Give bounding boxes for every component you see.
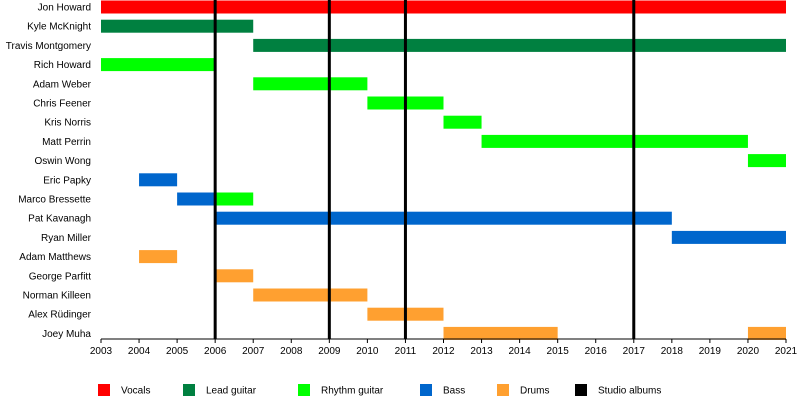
- member-label-eric-papky: Eric Papky: [43, 175, 91, 186]
- legend-label-drums: Drums: [520, 386, 549, 397]
- x-tick-label-2006: 2006: [204, 346, 227, 357]
- member-label-joey-muha: Joey Muha: [42, 329, 91, 340]
- legend-swatch-lead-guitar: [183, 384, 195, 396]
- bar-ryan-miller-bass: [671, 230, 786, 244]
- member-label-oswin-wong: Oswin Wong: [34, 156, 91, 167]
- x-tick-label-2020: 2020: [737, 346, 760, 357]
- x-tick-label-2008: 2008: [280, 346, 303, 357]
- x-tick-label-2007: 2007: [242, 346, 265, 357]
- legend-swatch-drums: [497, 384, 509, 396]
- bar-eric-papky-bass: [139, 173, 178, 187]
- x-tick-label-2011: 2011: [395, 346, 417, 357]
- bar-joey-muha-drums: [443, 326, 558, 340]
- x-tick-label-2017: 2017: [623, 346, 646, 357]
- x-tick-label-2019: 2019: [699, 346, 722, 357]
- bar-oswin-wong-rhythm-guitar: [747, 154, 786, 168]
- bar-jon-howard-vocals: [101, 0, 786, 14]
- member-bars: [101, 0, 786, 340]
- bar-kyle-mcknight-lead-guitar: [101, 19, 254, 33]
- x-tick-label-2021: 2021: [775, 346, 798, 357]
- bar-rich-howard-rhythm-guitar: [101, 58, 216, 72]
- bar-marco-bressette-bass: [177, 192, 216, 206]
- bar-adam-matthews-drums: [139, 250, 178, 264]
- x-tick-label-2009: 2009: [318, 346, 341, 357]
- member-label-ryan-miller: Ryan Miller: [41, 233, 92, 244]
- member-label-adam-matthews: Adam Matthews: [19, 252, 91, 263]
- x-tick-label-2005: 2005: [166, 346, 189, 357]
- legend-swatch-vocals: [98, 384, 110, 396]
- member-label-norman-killeen: Norman Killeen: [23, 291, 91, 302]
- bar-marco-bressette-rhythm-guitar: [215, 192, 254, 206]
- member-label-george-parfitt: George Parfitt: [29, 271, 91, 282]
- studio-album-lines: [213, 0, 636, 339]
- x-tick-label-2013: 2013: [470, 346, 493, 357]
- legend-label-rhythm-guitar: Rhythm guitar: [321, 386, 384, 397]
- member-label-pat-kavanagh: Pat Kavanagh: [28, 214, 91, 225]
- legend-label-lead-guitar: Lead guitar: [206, 386, 257, 397]
- x-tick-label-2014: 2014: [508, 346, 531, 357]
- member-label-alex-rudinger: Alex Rüdinger: [28, 310, 91, 321]
- bar-joey-muha-drums: [747, 326, 786, 340]
- x-tick-label-2012: 2012: [432, 346, 455, 357]
- x-tick-label-2018: 2018: [661, 346, 684, 357]
- bar-matt-perrin-rhythm-guitar: [481, 134, 748, 148]
- member-label-matt-perrin: Matt Perrin: [42, 137, 91, 148]
- x-tick-label-2015: 2015: [547, 346, 570, 357]
- x-tick-label-2010: 2010: [356, 346, 379, 357]
- legend-label-bass: Bass: [443, 386, 465, 397]
- legend-swatch-rhythm-guitar: [298, 384, 310, 396]
- bar-kris-norris-rhythm-guitar: [443, 115, 482, 129]
- x-tick-label-2003: 2003: [90, 346, 113, 357]
- legend-label-studio-albums: Studio albums: [598, 386, 661, 397]
- member-label-kris-norris: Kris Norris: [44, 118, 91, 129]
- x-tick-label-2016: 2016: [585, 346, 608, 357]
- member-label-jon-howard: Jon Howard: [38, 3, 91, 14]
- bar-adam-weber-rhythm-guitar: [253, 77, 368, 91]
- bar-travis-montgomery-lead-guitar: [253, 38, 786, 52]
- bar-norman-killeen-drums: [253, 288, 368, 302]
- member-label-rich-howard: Rich Howard: [34, 60, 91, 71]
- legend-swatch-bass: [420, 384, 432, 396]
- member-label-adam-weber: Adam Weber: [33, 79, 92, 90]
- member-label-travis-montgomery: Travis Montgomery: [6, 41, 91, 52]
- member-label-chris-feener: Chris Feener: [33, 99, 91, 110]
- bar-george-parfitt-drums: [215, 269, 254, 283]
- legend-swatch-studio-albums: [575, 384, 587, 396]
- bar-pat-kavanagh-bass: [215, 211, 672, 225]
- member-label-kyle-mcknight: Kyle McKnight: [27, 22, 91, 33]
- x-axis: 2003 2004 2005 2006 2007 2008 2009 2010 2011 2012…: [90, 338, 798, 357]
- member-label-marco-bressette: Marco Bressette: [18, 195, 91, 206]
- x-tick-label-2004: 2004: [128, 346, 151, 357]
- legend: Vocals Lead guitar Rhythm guitar Bass Drums S…: [98, 384, 661, 397]
- legend-label-vocals: Vocals: [121, 386, 150, 397]
- member-labels: Jon Howard Kyle McKnight Travis Montgomery…: [6, 3, 92, 340]
